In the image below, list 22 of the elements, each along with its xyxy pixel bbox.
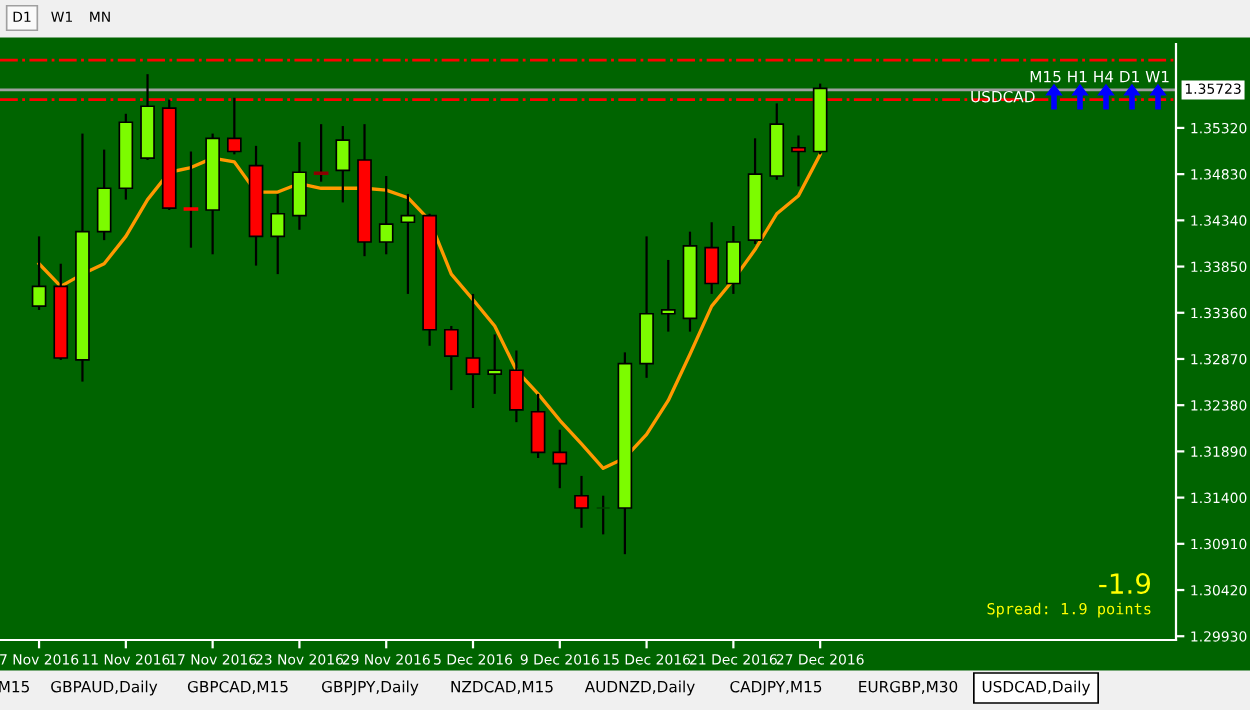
candlestick xyxy=(595,494,611,536)
candlestick xyxy=(530,392,546,460)
candlestick xyxy=(791,134,806,188)
candlestick xyxy=(335,124,351,204)
candlestick xyxy=(465,292,481,410)
candlestick xyxy=(487,333,503,395)
candlestick xyxy=(704,221,720,296)
candlestick xyxy=(443,324,459,392)
candlestick xyxy=(574,474,589,529)
candlestick xyxy=(31,235,47,312)
candlestick xyxy=(292,140,307,231)
candlestick xyxy=(509,349,524,424)
candlestick xyxy=(660,258,676,333)
candlestick xyxy=(378,174,394,256)
candlestick xyxy=(552,428,568,490)
candlestick xyxy=(183,150,199,249)
candlestick xyxy=(400,192,416,296)
candlestick xyxy=(726,224,741,296)
annotation: -1.9 xyxy=(1099,573,1151,595)
candlestick xyxy=(313,123,329,183)
candlestick xyxy=(96,148,112,242)
candlestick xyxy=(270,192,286,276)
